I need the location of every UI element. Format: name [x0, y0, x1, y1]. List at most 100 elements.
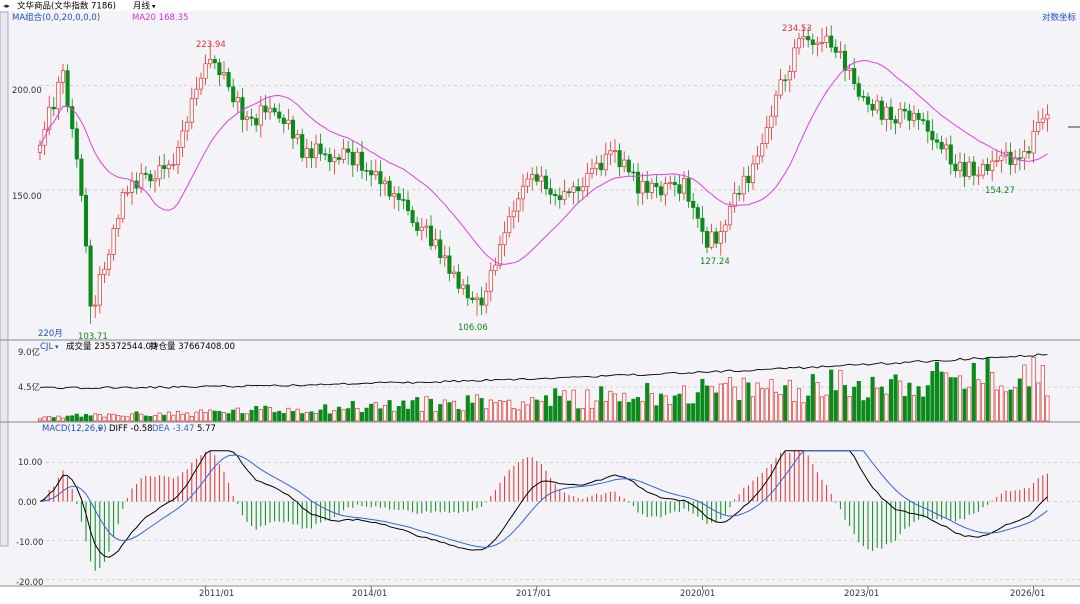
volume-bar [120, 415, 125, 422]
volume-bar [272, 412, 277, 422]
candle-body [1022, 150, 1027, 159]
candle-body [879, 100, 884, 120]
volume-indicator-selector[interactable]: CJL [40, 342, 53, 352]
candle-body [88, 245, 93, 307]
candle-body [497, 244, 503, 266]
candle-body [539, 175, 544, 182]
volume-bar [180, 413, 185, 422]
volume-bar [755, 382, 760, 422]
candle-body [888, 106, 894, 120]
candle-body [447, 255, 452, 274]
volume-bar [819, 396, 825, 422]
candle-body [405, 199, 411, 211]
volume-bar [718, 383, 723, 422]
volume-bar [727, 377, 733, 422]
candle-body [599, 162, 604, 171]
volume-bar [74, 413, 79, 422]
candle-body [217, 62, 222, 76]
candle-body [336, 157, 342, 160]
candle-body [723, 224, 728, 232]
volume-bar [704, 385, 710, 422]
candle-body [502, 232, 507, 246]
left-scroll-handle[interactable] [0, 11, 9, 547]
volume-bar [387, 400, 392, 422]
chart-title[interactable]: 文华商品(文华指数 7186) [17, 1, 116, 12]
candle-body [189, 98, 194, 123]
candle-body [635, 171, 641, 194]
candle-body [566, 191, 572, 194]
volume-bar [162, 414, 167, 422]
log-scale-button[interactable]: 对数坐标 [1042, 12, 1077, 23]
candle-body [658, 186, 664, 196]
volume-bar [875, 387, 880, 422]
candle-body [157, 165, 162, 180]
candle-body [939, 141, 944, 150]
volume-bar [295, 408, 300, 422]
candle-body [254, 118, 259, 126]
candle-body [971, 161, 976, 176]
candle-body [976, 174, 981, 177]
volume-bar [502, 400, 507, 422]
candle-body [571, 186, 576, 193]
macd-dropdown-icon[interactable]: ▾ [98, 425, 102, 433]
volume-bar [244, 413, 250, 422]
period-dropdown-icon[interactable]: ▾ [152, 3, 156, 11]
candle-body [934, 139, 940, 143]
volume-bar [56, 415, 61, 422]
volume-bar [461, 410, 466, 422]
candle-body [957, 161, 963, 172]
x-axis-background [0, 586, 1080, 601]
volume-bar [415, 397, 420, 422]
volume-bar [185, 412, 190, 422]
volume-bar [916, 386, 921, 422]
candle-body [778, 79, 783, 96]
candle-body [626, 159, 631, 173]
volume-bar [300, 413, 305, 422]
candle-body [410, 210, 415, 223]
candle-body [953, 163, 958, 172]
macd-lines [39, 450, 1048, 558]
candle-body [585, 172, 590, 187]
candle-body [56, 81, 61, 110]
candle-body [235, 97, 240, 103]
volume-bar [783, 385, 788, 422]
candle-body [580, 186, 585, 192]
chevron-icon[interactable]: ◂▸ [3, 2, 11, 10]
candle-body [847, 68, 852, 71]
candle-body [465, 284, 470, 299]
volume-bar [327, 413, 332, 422]
x-axis-label-2011: 2011/01 [199, 589, 234, 599]
period-selector[interactable]: 月线 [133, 1, 151, 12]
volume-bar [318, 409, 323, 422]
volume-bar [116, 415, 121, 422]
volume-bar [663, 395, 668, 422]
volume-bars [37, 356, 1050, 422]
candle-body [323, 153, 328, 156]
ma-group-label[interactable]: MA组合(0,0,20,0,0,0) [12, 12, 100, 23]
candle-body [691, 200, 696, 208]
candle-body [875, 100, 880, 111]
volume-bar [37, 418, 43, 422]
volume-bar [672, 395, 677, 422]
candle-body [681, 178, 687, 194]
volume-bar [925, 385, 930, 422]
open-interest-line [39, 353, 1048, 390]
volume-bar [686, 403, 691, 422]
volume-bar [810, 374, 815, 422]
candle-body [143, 173, 148, 175]
candle-body [180, 130, 185, 148]
volume-bar [571, 389, 576, 422]
ma20-path [39, 59, 1048, 265]
volume-dropdown-icon[interactable]: ▾ [55, 343, 59, 351]
volume-bar [746, 382, 751, 422]
candle-body [272, 107, 277, 113]
candle-body [355, 151, 360, 166]
candle-body [479, 297, 484, 306]
volume-bar [424, 396, 429, 422]
candle-body [277, 111, 282, 119]
macd-indicator-selector[interactable]: MACD(12,26,9) [42, 424, 107, 434]
ma20-line [39, 59, 1048, 265]
candle-body [902, 108, 907, 112]
title-bar [0, 0, 1080, 11]
candle-body [221, 72, 227, 76]
